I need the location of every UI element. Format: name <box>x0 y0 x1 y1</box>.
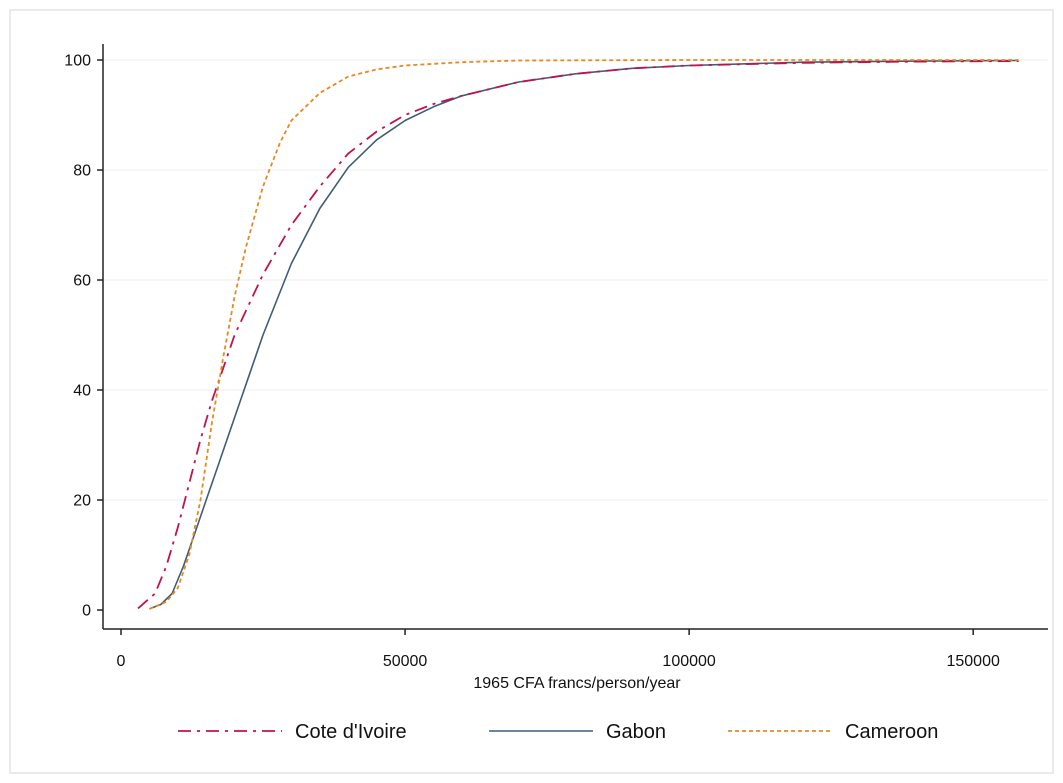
y-tick-label: 40 <box>73 383 91 400</box>
x-tick-label: 150000 <box>946 653 999 670</box>
y-tick-label: 0 <box>82 603 91 620</box>
outer-frame <box>9 9 1054 774</box>
y-tick-label: 80 <box>73 163 91 180</box>
series-line-2 <box>149 59 1019 610</box>
series-line-1 <box>149 59 1019 610</box>
x-tick-label: 50000 <box>383 653 428 670</box>
legend-label-0: Cote d'Ivoire <box>295 721 407 743</box>
x-tick-label: 0 <box>117 653 126 670</box>
legend: Cote d'Ivoire Gabon Cameroon <box>178 721 938 743</box>
x-axis-title: 1965 CFA francs/person/year <box>473 675 681 692</box>
x-ticks: 0 50000 100000 150000 <box>117 629 1000 670</box>
series-line-0 <box>137 60 1019 610</box>
y-tick-label: 100 <box>64 53 91 70</box>
x-tick-label: 100000 <box>662 653 715 670</box>
legend-label-1: Gabon <box>606 721 666 743</box>
series-lines <box>137 59 1019 610</box>
legend-label-2: Cameroon <box>845 721 938 743</box>
y-tick-label: 60 <box>73 273 91 290</box>
y-tick-label: 20 <box>73 493 91 510</box>
y-ticks: 0 20 40 60 80 100 <box>64 53 103 620</box>
axes <box>102 44 1048 630</box>
